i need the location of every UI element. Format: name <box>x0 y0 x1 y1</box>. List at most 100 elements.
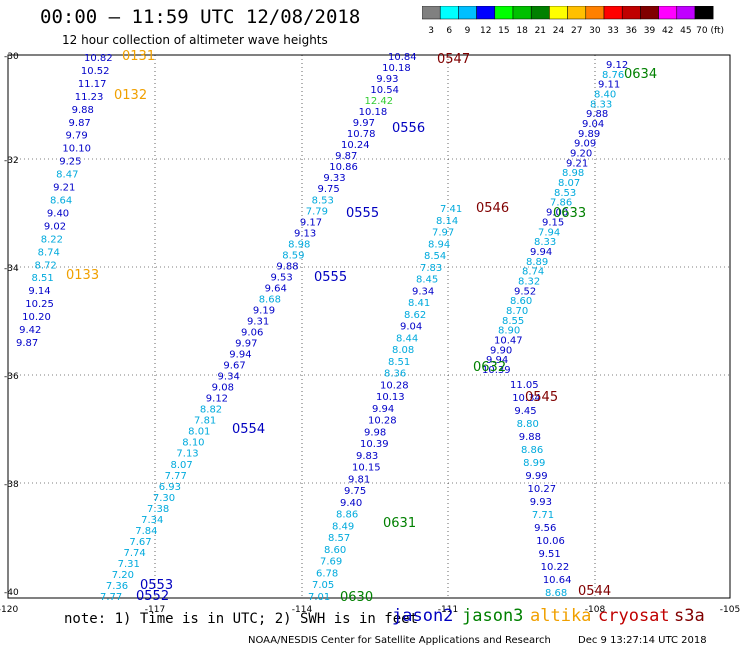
jason3-east-swh-label: 9.21 <box>566 158 588 169</box>
jason3-east-swh-label: 8.60 <box>510 296 532 307</box>
jason3-west-swh-label: 7.69 <box>320 557 342 568</box>
jason3-east-swh-label: 8.40 <box>594 90 616 101</box>
map-frame <box>7 54 731 599</box>
pass-time-label: 0133 <box>66 268 99 283</box>
altika-swh-label: 8.47 <box>56 170 78 181</box>
altika-swh-label: 10.82 <box>84 53 113 64</box>
colorbar-label: 9 <box>465 26 471 36</box>
legend-jason2: jason2 <box>392 606 454 626</box>
altika-swh-label: 10.10 <box>62 144 91 155</box>
jason3-west-swh-label: 10.15 <box>352 463 381 474</box>
jason2-swh-label: 7.77 <box>100 592 122 603</box>
pass-time-label: 0546 <box>476 201 509 216</box>
jason3-west-swh-label: 8.62 <box>404 310 426 321</box>
jason3-west-swh-label: 10.28 <box>368 416 397 427</box>
jason3-west-swh-label: 6.78 <box>316 568 338 579</box>
legend-altika: altika <box>530 606 592 626</box>
jason3-west-swh-label: 7.83 <box>420 263 442 274</box>
pass-time-label: 0631 <box>383 516 416 531</box>
sentinel3a-swh-label: 9.51 <box>538 549 560 560</box>
jason3-east-swh-label: 8.33 <box>534 237 556 248</box>
jason2-swh-label: 8.59 <box>282 250 304 261</box>
colorbar-label: 18 <box>516 26 528 36</box>
jason3-east-swh-label: 9.89 <box>578 129 600 140</box>
jason3-east-swh-label: 8.07 <box>558 178 580 189</box>
jason2-swh-label: 7.38 <box>147 504 169 515</box>
jason3-east-swh-label: 8.32 <box>518 276 540 287</box>
lon-label: -108 <box>585 605 606 615</box>
pass-time-label: 0633 <box>553 206 586 221</box>
pass-time-label: 0555 <box>314 270 347 285</box>
jason3-east-swh-label: 9.00 <box>546 208 568 219</box>
altika-swh-label: 10.52 <box>81 66 110 77</box>
altika-swh-label: 9.40 <box>47 208 69 219</box>
colorbar-label: 30 <box>589 26 601 36</box>
jason3-east-swh-label: 10.47 <box>494 335 523 346</box>
pass-time-label: 0132 <box>114 88 147 103</box>
pass-time-label: 0630 <box>340 590 373 605</box>
colorbar-label: 15 <box>498 26 509 36</box>
jason2-swh-label: 7.79 <box>306 206 328 217</box>
jason3-east-swh-label: 9.11 <box>598 80 620 91</box>
altika-swh-label: 10.20 <box>22 312 51 323</box>
altika-swh-label: 9.42 <box>19 325 41 336</box>
altika-swh-label: 9.14 <box>28 286 50 297</box>
footnote: note: 1) Time is in UTC; 2) SWH is in fe… <box>64 611 419 627</box>
colorbar-label: 21 <box>535 26 546 36</box>
altika-swh-label: 9.21 <box>53 183 75 194</box>
sentinel3a-swh-label: 9.99 <box>525 471 547 482</box>
colorbar-label: 24 <box>553 26 565 36</box>
pass-time-label: 0634 <box>624 67 657 82</box>
jason3-west-swh-label: 8.57 <box>328 533 350 544</box>
jason2-swh-label: 12.42 <box>364 96 393 107</box>
legend-s3a: s3a <box>674 606 705 626</box>
sentinel3a-swh-label: 8.99 <box>523 458 545 469</box>
jason2-swh-label: 9.06 <box>241 328 263 339</box>
colorbar-label: 6 <box>446 26 452 36</box>
map-subtitle: 12 hour collection of altimeter wave hei… <box>62 33 328 47</box>
lat-label: -30 <box>4 52 19 62</box>
jason2-swh-label: 8.07 <box>171 460 193 471</box>
jason3-east-swh-label: 8.33 <box>590 99 612 110</box>
jason2-swh-label: 9.12 <box>206 394 228 405</box>
jason2-swh-label: 7.67 <box>129 537 151 548</box>
jason3-east-swh-label: 8.98 <box>562 168 584 179</box>
lat-label: -40 <box>4 588 19 598</box>
altika-swh-label: 8.64 <box>50 196 72 207</box>
sentinel3a-swh-label: 9.88 <box>519 432 541 443</box>
sentinel3a-swh-label: 10.22 <box>541 562 570 573</box>
pass-time-label: 0554 <box>232 422 265 437</box>
jason3-east-swh-label: 7.86 <box>550 198 572 209</box>
lat-label: -36 <box>4 372 19 382</box>
altika-swh-label: 9.79 <box>65 131 87 142</box>
jason2-swh-label: 10.54 <box>370 85 399 96</box>
jason3-east-swh-label: 9.04 <box>582 119 604 130</box>
altika-swh-label: 9.87 <box>16 338 38 349</box>
jason3-west-swh-label: 9.83 <box>356 451 378 462</box>
colorbar-label: 42 <box>662 26 673 36</box>
jason3-east-swh-label: 9.90 <box>490 345 512 356</box>
jason3-east-swh-label: 9.20 <box>570 149 592 160</box>
altika-swh-label: 8.72 <box>35 260 57 271</box>
jason2-swh-label: 9.17 <box>300 217 322 228</box>
colorbar-label: 3 <box>428 26 434 36</box>
jason3-west-swh-label: 8.36 <box>384 369 406 380</box>
pass-time-label: 0545 <box>525 390 558 405</box>
jason3-west-swh-label: 10.13 <box>376 392 405 403</box>
jason2-swh-label: 7.77 <box>165 471 187 482</box>
altika-swh-label: 8.74 <box>38 247 60 258</box>
jason2-swh-label: 6.93 <box>159 482 181 493</box>
lon-label: -111 <box>438 605 458 615</box>
altika-swh-label: 9.02 <box>44 221 66 232</box>
jason3-east-swh-label: 8.90 <box>498 326 520 337</box>
jason3-west-swh-label: 9.75 <box>344 486 366 497</box>
jason2-swh-label: 7.74 <box>124 548 146 559</box>
jason3-east-swh-label: 8.53 <box>554 188 576 199</box>
jason3-west-swh-label: 9.94 <box>372 404 394 415</box>
jason2-swh-label: 10.18 <box>382 63 411 74</box>
colorbar-label: 45 <box>680 26 691 36</box>
jason3-west-swh-label: 9.98 <box>364 427 386 438</box>
jason2-swh-label: 7.81 <box>194 416 216 427</box>
jason2-swh-label: 9.93 <box>376 74 398 85</box>
